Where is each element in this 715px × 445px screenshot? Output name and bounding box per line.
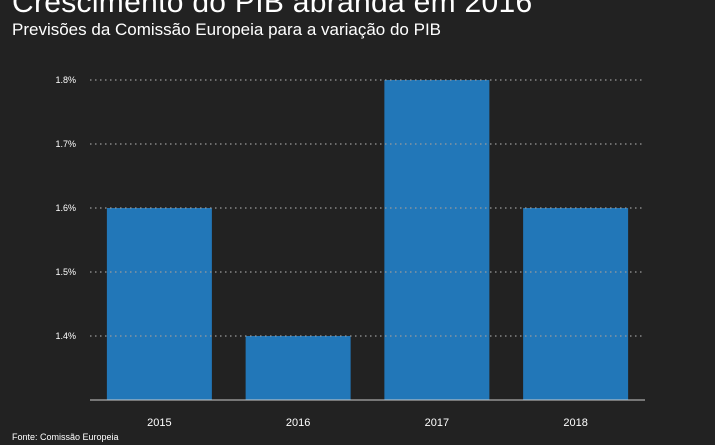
y-tick-label: 1.8% [55,75,76,85]
y-tick-label: 1.4% [55,331,76,341]
x-tick-label: 2017 [425,417,449,429]
bar-2015 [106,208,212,400]
source-note: Fonte: Comissão Europeia [12,432,119,442]
y-tick-label: 1.5% [55,267,76,277]
y-tick-label: 1.7% [55,139,76,149]
x-tick-label: 2015 [147,417,171,429]
bar-2018 [523,208,629,400]
x-tick-label: 2016 [286,417,310,429]
bar-2017 [384,80,490,400]
chart-subtitle: Previsões da Comissão Europeia para a va… [12,20,442,39]
y-tick-label: 1.6% [55,203,76,213]
chart-title: Crescimento do PIB abranda em 2016 [12,0,533,19]
x-tick-label: 2018 [563,417,587,429]
bar-2016 [245,336,351,400]
